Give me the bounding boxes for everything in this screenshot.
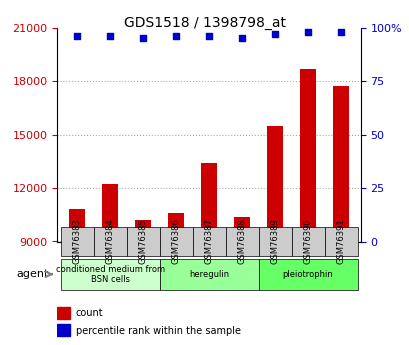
Point — [205, 33, 212, 39]
FancyBboxPatch shape — [126, 227, 159, 256]
Bar — [200, 163, 217, 242]
Text: GSM76391: GSM76391 — [336, 219, 345, 264]
Bar — [57, 307, 70, 319]
Text: conditioned medium from
BSN cells: conditioned medium from BSN cells — [56, 265, 164, 284]
Text: GSM76384: GSM76384 — [106, 219, 115, 264]
Text: heregulin: heregulin — [189, 270, 229, 279]
Text: GSM76383: GSM76383 — [72, 219, 81, 264]
Text: agent: agent — [16, 269, 49, 279]
Text: pleiotrophin: pleiotrophin — [282, 270, 333, 279]
FancyBboxPatch shape — [159, 259, 258, 290]
Bar — [102, 185, 118, 242]
FancyBboxPatch shape — [159, 227, 192, 256]
Text: GSM76388: GSM76388 — [237, 219, 246, 264]
FancyBboxPatch shape — [324, 227, 357, 256]
FancyBboxPatch shape — [225, 227, 258, 256]
Text: GSM76389: GSM76389 — [270, 219, 279, 264]
Point — [238, 36, 245, 41]
Point — [139, 36, 146, 41]
Bar — [299, 69, 315, 241]
Bar — [266, 126, 283, 242]
Bar — [332, 87, 348, 241]
Text: GSM76385: GSM76385 — [138, 219, 147, 264]
Text: count: count — [75, 308, 103, 318]
FancyBboxPatch shape — [61, 259, 159, 290]
FancyBboxPatch shape — [61, 227, 93, 256]
Point — [271, 31, 278, 37]
Point — [337, 29, 344, 34]
FancyBboxPatch shape — [258, 227, 291, 256]
Point — [304, 29, 310, 34]
Bar — [135, 220, 151, 242]
Bar — [233, 217, 250, 241]
Bar — [167, 213, 184, 242]
Text: GSM76386: GSM76386 — [171, 219, 180, 264]
FancyBboxPatch shape — [192, 227, 225, 256]
Bar — [69, 209, 85, 242]
Text: percentile rank within the sample: percentile rank within the sample — [75, 326, 240, 335]
Bar — [57, 324, 70, 336]
Text: GDS1518 / 1398798_at: GDS1518 / 1398798_at — [124, 16, 285, 30]
Point — [107, 33, 113, 39]
Text: GSM76390: GSM76390 — [303, 219, 312, 264]
FancyBboxPatch shape — [258, 259, 357, 290]
Point — [74, 33, 80, 39]
FancyBboxPatch shape — [93, 227, 126, 256]
Text: GSM76387: GSM76387 — [204, 219, 213, 264]
Point — [173, 33, 179, 39]
FancyBboxPatch shape — [291, 227, 324, 256]
